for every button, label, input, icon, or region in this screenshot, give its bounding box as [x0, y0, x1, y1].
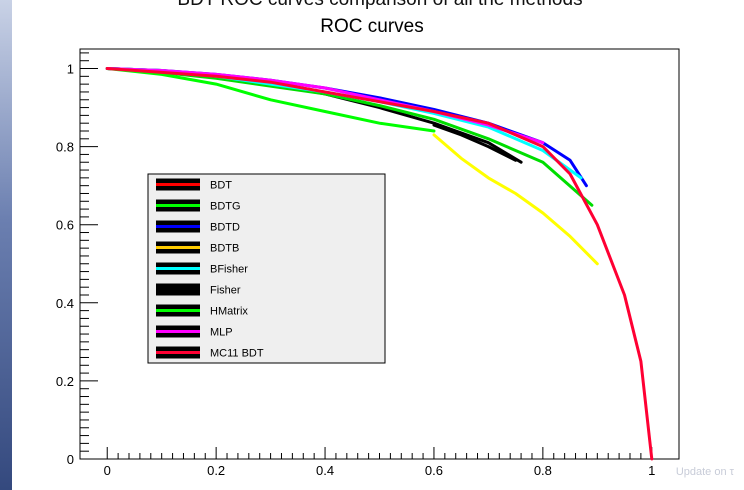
y-tick-label: 0.6: [56, 218, 74, 233]
y-tick-label: 0: [67, 452, 74, 467]
legend-label: HMatrix: [210, 306, 248, 318]
axis-ticks: 0 0.2 0.4 0.6 0.8 1 0 0.2 0.4 0.6 0.8 1: [56, 52, 655, 478]
y-tick-label: 0.4: [56, 296, 74, 311]
chart-title: ROC curves: [320, 16, 424, 37]
legend-label: MC11 BDT: [210, 348, 264, 360]
x-tick-label: 0: [104, 463, 111, 478]
legend-label: BDTB: [210, 243, 239, 255]
slide-heading-cut: BDT ROC curves comparison of all the met…: [80, 0, 680, 10]
legend: BDT BDTG BDTD BDTB BFisher Fisher HMatrix MLP MC…: [147, 173, 386, 364]
legend-label: BDTD: [210, 222, 240, 234]
legend-label: BDTG: [210, 201, 241, 213]
series-line-mc11-bdt: [105, 67, 654, 461]
x-tick-label: 0.2: [207, 463, 225, 478]
legend-label: Fisher: [210, 285, 241, 297]
x-tick-label: 0.6: [425, 463, 443, 478]
series-line-fisher: [432, 123, 518, 162]
x-tick-label: 1: [648, 463, 655, 478]
legend-label: MLP: [210, 327, 233, 339]
slide-side-strip: [0, 0, 12, 490]
x-tick-label: 0.4: [316, 463, 334, 478]
y-tick-label: 0.2: [56, 374, 74, 389]
legend-label: BDT: [210, 180, 232, 192]
legend-label: BFisher: [210, 264, 248, 276]
series-line-bdtb: [432, 133, 599, 266]
y-tick-label: 1: [67, 62, 74, 77]
x-tick-label: 0.8: [534, 463, 552, 478]
y-tick-label: 0.8: [56, 140, 74, 155]
series-lines: [105, 67, 654, 461]
footer-note: Update on τ: [675, 466, 734, 478]
series-line-hmatrix: [105, 67, 436, 133]
